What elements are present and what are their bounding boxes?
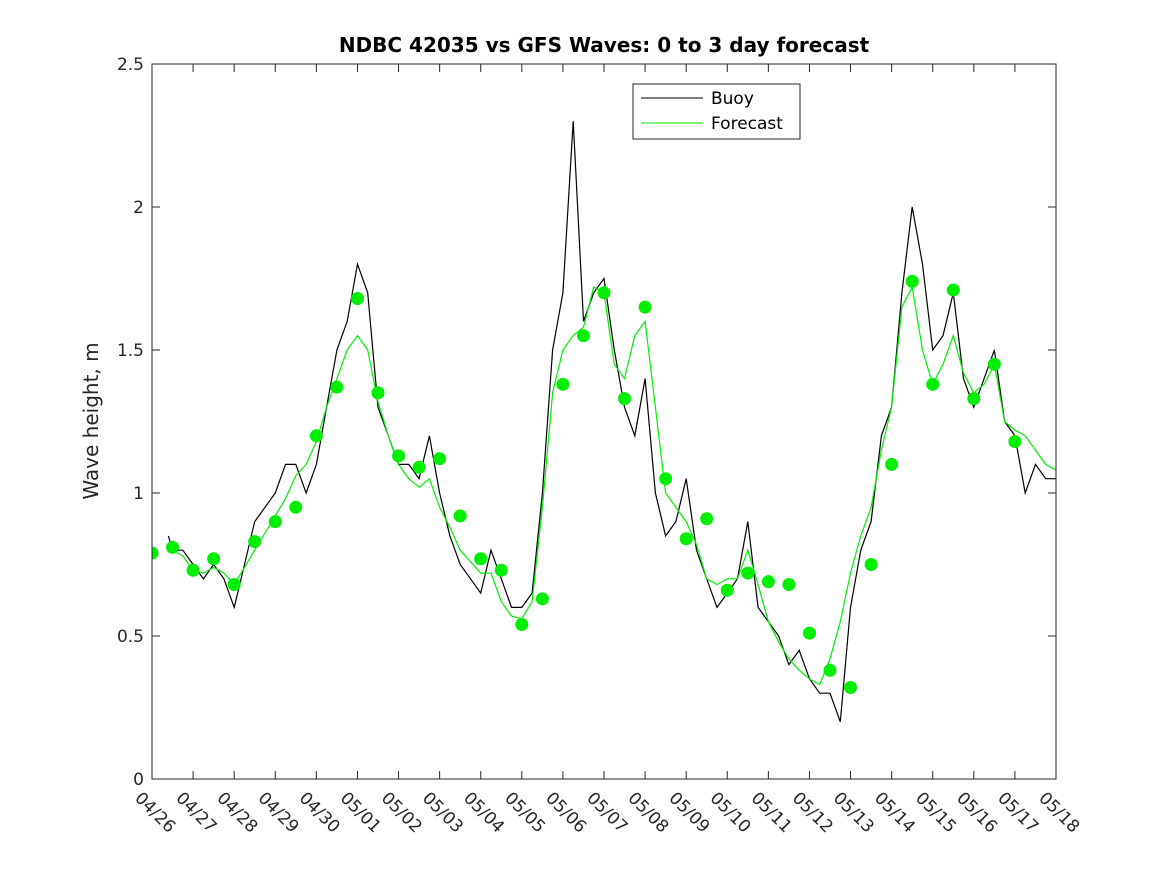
analysis-point: [227, 578, 241, 592]
analysis-point: [700, 512, 714, 526]
y-axis-label: Wave height, m: [79, 342, 103, 499]
series-layer: [167, 121, 1056, 723]
chart-title: NDBC 42035 vs GFS Waves: 0 to 3 day fore…: [339, 33, 870, 57]
analysis-point: [659, 472, 673, 486]
legend-forecast-label: Forecast: [711, 114, 783, 134]
y-tick-label: 0: [133, 770, 144, 790]
legend-buoy-label: Buoy: [711, 89, 754, 109]
analysis-point: [494, 563, 508, 577]
analysis-point: [556, 377, 570, 391]
analysis-point: [720, 583, 734, 597]
analysis-point: [946, 283, 960, 297]
analysis-point: [638, 300, 652, 314]
analysis-point: [433, 452, 447, 466]
analysis-point: [782, 578, 796, 592]
analysis-point: [1008, 435, 1022, 449]
analysis-point: [864, 558, 878, 571]
analysis-point: [926, 377, 940, 391]
analysis-point: [515, 618, 529, 632]
analysis-point: [761, 575, 775, 589]
analysis-point: [289, 500, 303, 514]
analysis-point: [535, 592, 549, 606]
analysis-point: [412, 460, 426, 474]
analysis-point: [679, 532, 693, 546]
analysis-point: [844, 680, 858, 694]
analysis-point: [987, 357, 1001, 371]
analysis-point: [152, 546, 159, 560]
legend: Buoy Forecast: [632, 83, 801, 140]
y-tick-label: 0.5: [117, 627, 144, 647]
analysis-point: [905, 274, 919, 288]
analysis-point: [207, 552, 221, 566]
analysis-point: [597, 286, 611, 300]
y-axis: 0 0.5 1 1.5 2 2.5: [117, 55, 1056, 790]
series-line-buoy: [167, 121, 1056, 723]
analysis-point: [741, 566, 755, 580]
analysis-point: [823, 663, 837, 677]
y-tick-label: 2: [133, 198, 144, 218]
analysis-point: [967, 392, 981, 406]
analysis-point: [350, 292, 364, 306]
analysis-point: [576, 329, 590, 343]
analysis-point: [248, 535, 262, 549]
analysis-point: [330, 380, 344, 394]
analysis-point: [166, 540, 180, 554]
analysis-point: [474, 552, 488, 566]
analysis-points-layer: [152, 274, 1022, 694]
analysis-point: [802, 626, 816, 640]
analysis-point: [885, 457, 899, 471]
analysis-point: [268, 515, 282, 529]
y-tick-label: 1: [133, 484, 144, 504]
analysis-point: [309, 429, 323, 443]
analysis-point: [453, 509, 467, 523]
analysis-point: [186, 563, 200, 577]
analysis-point: [371, 386, 385, 400]
analysis-point: [392, 449, 406, 463]
y-tick-label: 2.5: [117, 55, 144, 75]
y-tick-label: 1.5: [117, 341, 144, 361]
legend-box: [632, 83, 801, 140]
series-line-forecast: [168, 285, 1056, 686]
analysis-point: [618, 392, 632, 406]
